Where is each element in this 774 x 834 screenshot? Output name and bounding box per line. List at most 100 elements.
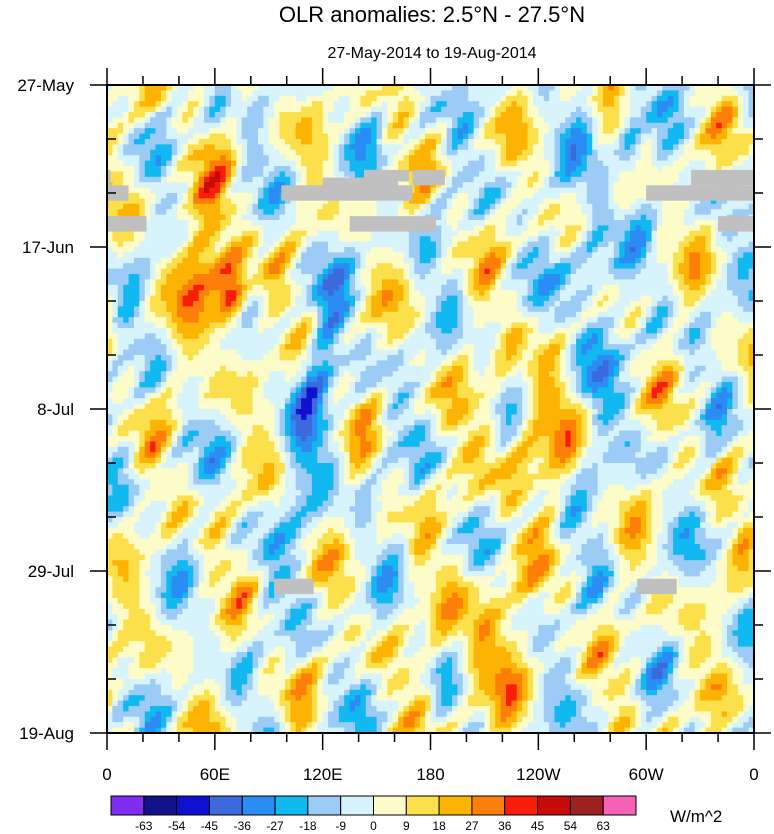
field-cell bbox=[495, 193, 501, 199]
field-cell bbox=[462, 230, 469, 237]
field-cell bbox=[344, 263, 351, 269]
field-cell bbox=[123, 236, 129, 242]
field-cell bbox=[559, 166, 566, 172]
field-cell bbox=[241, 284, 248, 291]
field-cell bbox=[344, 274, 351, 280]
field-cell bbox=[274, 171, 280, 178]
field-cell bbox=[236, 290, 243, 296]
field-cell bbox=[635, 268, 642, 275]
field-cell bbox=[581, 160, 588, 167]
field-cell bbox=[263, 268, 270, 275]
field-cell bbox=[231, 268, 237, 275]
field-cell bbox=[171, 155, 178, 161]
field-cell bbox=[290, 176, 297, 183]
field-cell bbox=[193, 112, 200, 118]
field-cell bbox=[683, 139, 690, 145]
field-cell bbox=[392, 295, 399, 302]
field-cell bbox=[166, 301, 173, 307]
field-cell bbox=[468, 85, 475, 91]
field-cell bbox=[484, 166, 491, 172]
field-cell bbox=[446, 220, 453, 226]
field-cell bbox=[160, 301, 167, 307]
field-cell bbox=[689, 160, 696, 167]
field-cell bbox=[392, 252, 399, 259]
field-cell bbox=[419, 193, 426, 199]
field-cell bbox=[651, 101, 658, 107]
field-cell bbox=[274, 268, 280, 275]
field-cell bbox=[155, 106, 162, 113]
field-cell bbox=[635, 101, 642, 107]
field-cell bbox=[252, 149, 259, 156]
field-cell bbox=[387, 144, 394, 151]
field-cell bbox=[705, 301, 712, 307]
field-cell bbox=[597, 182, 604, 188]
field-cell bbox=[629, 139, 636, 145]
field-cell bbox=[554, 263, 561, 269]
field-cell bbox=[171, 85, 178, 91]
field-cell bbox=[673, 171, 679, 178]
field-cell bbox=[743, 112, 750, 118]
field-cell bbox=[468, 279, 475, 286]
field-cell bbox=[241, 144, 248, 151]
field-cell bbox=[603, 252, 609, 259]
field-cell bbox=[274, 198, 280, 205]
field-cell bbox=[710, 90, 717, 97]
field-cell bbox=[177, 144, 183, 151]
field-cell bbox=[635, 230, 642, 237]
field-cell bbox=[667, 95, 674, 102]
field-cell bbox=[301, 176, 307, 183]
field-cell bbox=[576, 95, 582, 102]
field-cell bbox=[160, 128, 167, 134]
field-cell bbox=[360, 160, 367, 167]
field-cell bbox=[355, 117, 361, 124]
field-cell bbox=[446, 112, 453, 118]
field-cell bbox=[473, 214, 480, 221]
field-cell bbox=[505, 95, 512, 102]
field-cell bbox=[683, 241, 690, 248]
field-cell bbox=[441, 290, 448, 296]
field-cell bbox=[333, 149, 340, 156]
field-cell bbox=[737, 106, 744, 113]
field-cell bbox=[516, 176, 523, 183]
field-cell bbox=[608, 182, 615, 188]
field-cell bbox=[128, 160, 135, 167]
field-cell bbox=[495, 133, 501, 140]
field-cell bbox=[527, 252, 534, 259]
field-cell bbox=[204, 122, 210, 129]
field-cell bbox=[198, 95, 205, 102]
field-cell bbox=[333, 106, 340, 113]
field-cell bbox=[549, 274, 555, 280]
field-cell bbox=[457, 95, 464, 102]
field-cell bbox=[646, 247, 652, 253]
field-cell bbox=[435, 187, 442, 194]
field-cell bbox=[214, 101, 221, 107]
field-cell bbox=[171, 149, 178, 156]
field-cell bbox=[403, 247, 410, 253]
field-cell bbox=[403, 95, 410, 102]
field-cell bbox=[662, 284, 669, 291]
field-cell bbox=[252, 106, 259, 113]
field-cell bbox=[419, 209, 426, 215]
field-cell bbox=[257, 85, 264, 91]
field-cell bbox=[613, 252, 620, 259]
field-cell bbox=[328, 247, 334, 253]
field-cell bbox=[371, 230, 377, 237]
field-cell bbox=[333, 101, 340, 107]
field-cell bbox=[236, 112, 243, 118]
field-cell bbox=[193, 117, 200, 124]
field-cell bbox=[554, 139, 561, 145]
field-cell bbox=[392, 117, 399, 124]
field-cell bbox=[263, 122, 270, 129]
field-cell bbox=[489, 225, 496, 232]
field-cell bbox=[603, 263, 609, 269]
field-cell bbox=[182, 306, 189, 313]
field-cell bbox=[182, 193, 189, 199]
field-cell bbox=[317, 198, 324, 205]
field-cell bbox=[284, 268, 291, 275]
field-cell bbox=[511, 90, 518, 97]
field-cell bbox=[214, 295, 221, 302]
field-cell bbox=[479, 106, 485, 113]
field-cell bbox=[479, 301, 485, 307]
field-cell bbox=[689, 247, 696, 253]
field-cell bbox=[231, 149, 237, 156]
